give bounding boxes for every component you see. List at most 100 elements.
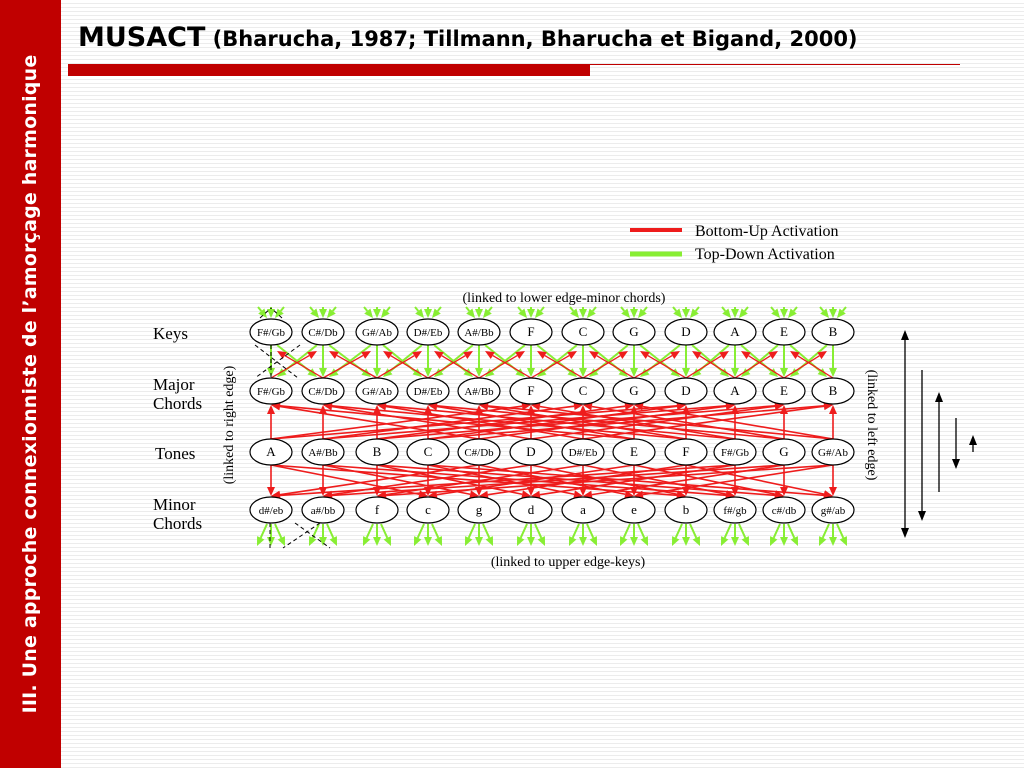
arrow-head-down-icon <box>952 459 960 469</box>
key-node: G <box>612 318 656 346</box>
top-down-edge-arrow <box>319 307 327 318</box>
row-label-layer: Keys Major Chords Tones Minor Chords <box>153 324 202 533</box>
row-label-key: Keys <box>153 324 188 343</box>
minor-chord-node-label: f <box>375 502 380 517</box>
key-node-label: C <box>579 324 588 339</box>
tone-node-label: D#/Eb <box>569 447 598 459</box>
page-title: MUSACT (Bharucha, 1987; Tillmann, Bharuc… <box>78 22 858 53</box>
top-down-edge-arrow <box>309 523 320 546</box>
top-down-edge-arrow <box>638 306 648 318</box>
major-chord-node: F#/Gb <box>249 377 293 405</box>
top-down-edge-arrow <box>739 306 749 318</box>
bottom-up-arrow <box>478 351 525 379</box>
top-down-edge-arrow <box>534 523 545 546</box>
bottom-up-arrow <box>427 351 473 379</box>
arrow-head-up-icon <box>969 435 977 445</box>
major-chord-node: G <box>612 377 656 405</box>
tone-node-label: D <box>526 444 535 459</box>
major-chord-node-label: E <box>780 383 788 398</box>
minor-chord-node: f <box>355 496 399 524</box>
top-down-edge-arrow <box>690 306 700 318</box>
bottom-up-arrow <box>277 351 324 379</box>
top-down-arrow <box>829 345 837 377</box>
bottom-up-arrow <box>583 402 785 440</box>
major-chord-node: A <box>713 377 757 405</box>
top-down-arrow <box>527 345 535 377</box>
key-node: C <box>561 318 605 346</box>
top-down-edge-arrow <box>327 306 337 318</box>
title-main: MUSACT <box>78 22 206 53</box>
bottom-up-arrow <box>376 351 422 379</box>
key-node: F#/Gb <box>249 318 293 346</box>
title-citation: (Bharucha, 1987; Tillmann, Bharucha et B… <box>205 27 858 51</box>
bottom-up-arrow <box>270 351 317 379</box>
major-chord-node-label: C <box>579 383 588 398</box>
right-edge-note: (linked to left edge) <box>864 370 879 481</box>
major-chord-node-label: F#/Gb <box>257 386 286 398</box>
minor-chord-node: f#/gb <box>713 496 757 524</box>
top-down-edge-arrow <box>637 523 648 546</box>
wrap-link-dashed <box>259 307 272 319</box>
top-down-edge-arrow <box>819 306 829 318</box>
tone-node: A#/Bb <box>301 438 345 466</box>
top-down-edge-arrow <box>363 523 374 546</box>
major-chord-node-label: B <box>829 383 838 398</box>
tone-node: C <box>406 438 450 466</box>
top-down-edge-arrow <box>780 524 788 546</box>
major-chord-node: F <box>509 377 553 405</box>
bottom-up-arrow <box>685 351 729 379</box>
wrap-link-dashed <box>294 522 331 549</box>
major-chord-node: D <box>664 377 708 405</box>
minor-chord-node: a <box>561 496 605 524</box>
key-node-label: C#/Db <box>308 327 338 339</box>
minor-chord-node-label: c <box>425 502 431 517</box>
top-down-arrow <box>682 345 690 377</box>
major-chord-node-label: D#/Eb <box>414 386 443 398</box>
bottom-up-arrow <box>741 351 785 379</box>
tone-node: F <box>664 438 708 466</box>
top-down-edge-arrow <box>414 523 425 546</box>
left-edge-note: (linked to right edge) <box>222 365 237 484</box>
bottom-up-arrow <box>267 465 275 496</box>
key-node-label: G#/Ab <box>362 327 392 339</box>
key-node: C#/Db <box>301 318 345 346</box>
top-down-edge-arrow <box>326 523 337 546</box>
top-down-arrow <box>780 345 788 377</box>
top-edge-note: (linked to lower edge-minor chords) <box>463 291 666 306</box>
bottom-edge-note: (linked to upper edge-keys) <box>491 555 646 570</box>
top-down-edge-arrow <box>770 306 780 318</box>
minor-chord-node: c <box>406 496 450 524</box>
tone-node-label: A <box>266 444 276 459</box>
top-down-edge-arrow <box>527 307 535 318</box>
minor-chord-node-label: a <box>580 502 586 517</box>
tone-node: G#/Ab <box>811 438 855 466</box>
bottom-up-arrow <box>427 464 583 499</box>
key-node-label: E <box>780 324 788 339</box>
top-down-edge-arrow <box>579 524 587 546</box>
minor-chord-node: d#/eb <box>249 496 293 524</box>
key-node: D#/Eb <box>406 318 450 346</box>
top-down-edge-arrow <box>787 523 798 546</box>
major-chord-node: E <box>762 377 806 405</box>
major-chord-node: C#/Db <box>301 377 345 405</box>
bottom-up-arrow <box>322 351 371 379</box>
title-underline-bar <box>68 64 590 76</box>
wrap-around-dashed-links <box>254 307 331 549</box>
minor-chord-node-label: e <box>631 502 637 517</box>
major-chord-node: A#/Bb <box>457 377 501 405</box>
top-down-edge-arrow <box>672 306 682 318</box>
top-down-edge-arrow <box>414 306 424 318</box>
top-down-edge-arrow <box>829 307 837 318</box>
bottom-up-arrow <box>579 465 587 496</box>
top-down-edge-arrow <box>738 523 749 546</box>
minor-chord-node: g <box>457 496 501 524</box>
minor-chord-node: e <box>612 496 656 524</box>
tone-node-label: C#/Db <box>464 447 494 459</box>
top-down-edge-arrow <box>689 523 700 546</box>
bottom-up-arrow <box>329 351 378 379</box>
top-down-edge-arrow <box>770 523 781 546</box>
tone-node: A <box>249 438 293 466</box>
bottom-up-arrow <box>589 351 635 379</box>
top-down-edge-arrow <box>721 523 732 546</box>
top-down-edge-arrow <box>630 524 638 546</box>
